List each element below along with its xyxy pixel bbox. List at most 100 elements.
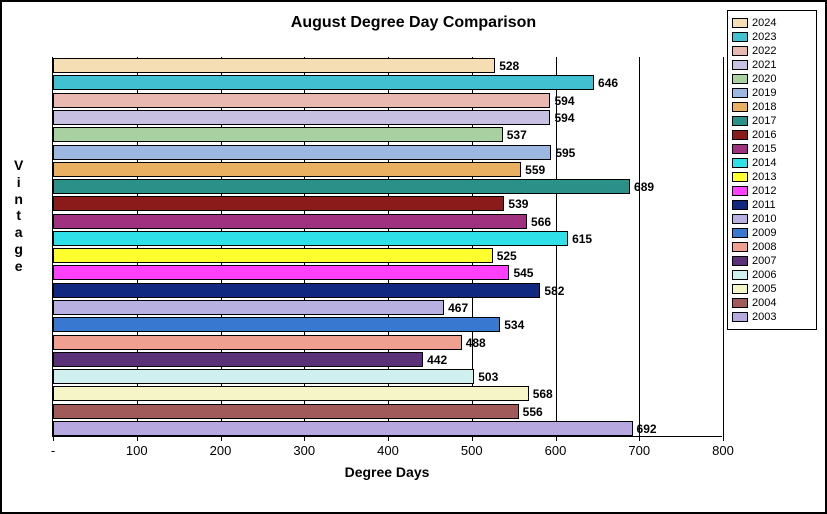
xtick-mark [472,436,473,441]
bar-label-2011: 582 [544,284,564,298]
bar-2017 [53,179,630,194]
legend-label: 2017 [752,115,776,127]
bar-label-2021: 594 [554,111,574,125]
legend-label: 2022 [752,45,776,57]
xtick-label: 100 [126,443,148,458]
xtick-mark [639,436,640,441]
legend-label: 2007 [752,255,776,267]
legend-label: 2015 [752,143,776,155]
legend-swatch [732,256,748,266]
legend-label: 2021 [752,59,776,71]
legend-item-2021: 2021 [732,59,812,71]
bar-2005 [53,386,529,401]
legend-item-2023: 2023 [732,31,812,43]
bar-2024 [53,58,495,73]
plot-area: -100200300400500600700800528646594594537… [52,57,722,437]
legend-item-2024: 2024 [732,17,812,29]
legend-label: 2014 [752,157,776,169]
bar-label-2006: 503 [478,370,498,384]
legend-swatch [732,102,748,112]
legend-swatch [732,242,748,252]
legend-swatch [732,172,748,182]
legend-swatch [732,298,748,308]
legend-swatch [732,228,748,238]
xtick-label: 500 [461,443,483,458]
bar-2011 [53,283,540,298]
bar-2020 [53,127,503,142]
bar-2023 [53,75,594,90]
bar-2006 [53,369,474,384]
legend-label: 2024 [752,17,776,29]
legend-item-2004: 2004 [732,297,812,309]
legend-label: 2009 [752,227,776,239]
legend-swatch [732,116,748,126]
xtick-mark [304,436,305,441]
bar-2018 [53,162,521,177]
bar-label-2017: 689 [634,180,654,194]
legend-item-2017: 2017 [732,115,812,127]
legend-swatch [732,18,748,28]
legend-label: 2013 [752,171,776,183]
bar-label-2020: 537 [507,128,527,142]
xtick-label: 600 [545,443,567,458]
bar-label-2010: 467 [448,301,468,315]
legend-swatch [732,144,748,154]
legend: 2024202320222021202020192018201720162015… [727,10,817,330]
legend-swatch [732,32,748,42]
bar-2012 [53,265,509,280]
legend-swatch [732,214,748,224]
chart-title: August Degree Day Comparison [2,14,825,32]
legend-swatch [732,312,748,322]
gridline [723,57,724,436]
legend-item-2009: 2009 [732,227,812,239]
bar-2019 [53,145,551,160]
legend-item-2008: 2008 [732,241,812,253]
bar-label-2008: 488 [466,336,486,350]
bar-label-2024: 528 [499,59,519,73]
bar-label-2023: 646 [598,76,618,90]
legend-label: 2018 [752,101,776,113]
bar-2010 [53,300,444,315]
xtick-mark [221,436,222,441]
legend-label: 2012 [752,185,776,197]
xtick-mark [388,436,389,441]
bar-2015 [53,214,527,229]
xtick-label: 300 [293,443,315,458]
legend-swatch [732,158,748,168]
legend-label: 2008 [752,241,776,253]
legend-label: 2020 [752,73,776,85]
legend-label: 2003 [752,311,776,323]
legend-item-2022: 2022 [732,45,812,57]
bar-label-2018: 559 [525,163,545,177]
xtick-label: 700 [628,443,650,458]
legend-swatch [732,60,748,70]
legend-item-2015: 2015 [732,143,812,155]
legend-swatch [732,130,748,140]
legend-label: 2023 [752,31,776,43]
y-axis-label: Vintage [14,157,23,275]
bar-2014 [53,231,568,246]
bar-label-2009: 534 [504,318,524,332]
legend-swatch [732,284,748,294]
bar-label-2003: 692 [637,422,657,436]
legend-item-2012: 2012 [732,185,812,197]
legend-swatch [732,200,748,210]
legend-label: 2016 [752,129,776,141]
bar-label-2004: 556 [523,405,543,419]
legend-label: 2011 [752,199,776,211]
xtick-mark [723,436,724,441]
xtick-mark [137,436,138,441]
legend-label: 2004 [752,297,776,309]
legend-swatch [732,270,748,280]
legend-item-2006: 2006 [732,269,812,281]
bar-2008 [53,335,462,350]
bar-2013 [53,248,493,263]
legend-item-2003: 2003 [732,311,812,323]
legend-item-2013: 2013 [732,171,812,183]
bar-2007 [53,352,423,367]
bar-label-2005: 568 [533,387,553,401]
bar-label-2016: 539 [508,197,528,211]
bar-2021 [53,110,550,125]
x-axis-label: Degree Days [52,464,722,480]
gridline [639,57,640,436]
